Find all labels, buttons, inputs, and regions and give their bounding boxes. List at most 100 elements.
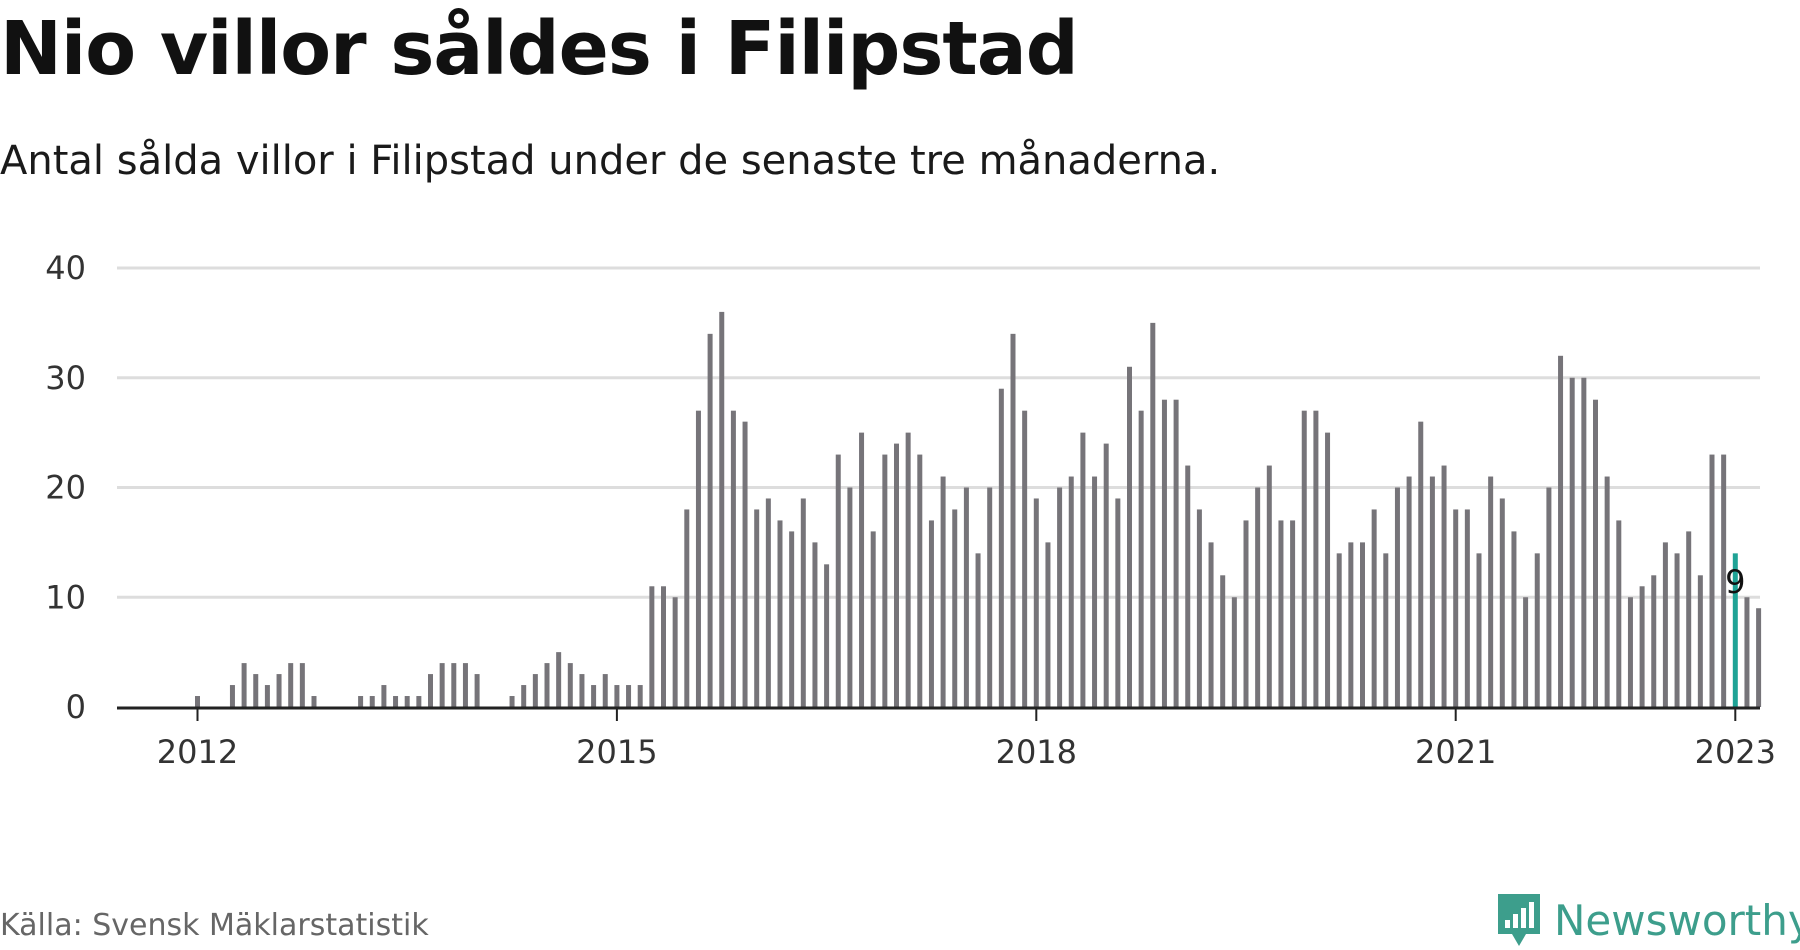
bar [1185, 465, 1191, 707]
y-tick-label: 20 [45, 469, 86, 507]
chart-subtitle: Antal sålda villor i Filipstad under de … [0, 138, 1221, 184]
bar [777, 520, 783, 707]
bar [1756, 608, 1762, 707]
bar [998, 388, 1004, 707]
bar [1464, 509, 1470, 707]
bar [1511, 531, 1517, 707]
bar [637, 685, 643, 707]
bar [1569, 377, 1575, 707]
bar [602, 674, 608, 707]
bar [661, 586, 666, 707]
bar [1290, 520, 1296, 707]
bar [1360, 542, 1365, 707]
bar [544, 663, 550, 707]
bar [1546, 487, 1552, 707]
bar [1429, 476, 1435, 707]
bar [917, 454, 923, 707]
bars [195, 311, 1762, 707]
bar [847, 487, 853, 707]
bar [416, 696, 422, 707]
bar [812, 542, 818, 707]
bar [1278, 520, 1284, 707]
bar [1674, 553, 1680, 707]
bar [1150, 322, 1156, 707]
bar [870, 531, 876, 707]
bar [1662, 542, 1668, 707]
bar [1441, 465, 1447, 707]
bar [1220, 575, 1226, 707]
bar [1453, 509, 1459, 707]
bar [626, 685, 632, 707]
bar [1336, 553, 1342, 707]
bar [1313, 410, 1319, 707]
bar [684, 509, 690, 707]
bar [1476, 553, 1482, 707]
bar [1022, 410, 1028, 707]
bar [800, 498, 806, 707]
bar [672, 597, 678, 707]
bar [765, 498, 771, 707]
bar [835, 454, 841, 707]
bar [1639, 586, 1645, 707]
bar [1231, 597, 1237, 707]
bar [1744, 597, 1750, 707]
bar [556, 652, 562, 707]
bar [1616, 520, 1622, 707]
bar [1604, 476, 1610, 707]
bar [1255, 487, 1261, 707]
bar [975, 553, 981, 707]
bar [1045, 542, 1051, 707]
bar [1534, 553, 1540, 707]
bar [719, 311, 725, 707]
bar [1686, 531, 1692, 707]
bar [905, 432, 911, 707]
highlight-value-label: 9 [1725, 563, 1745, 601]
bar [591, 685, 597, 707]
bar [264, 685, 270, 707]
bar [730, 410, 736, 707]
bar [1173, 399, 1179, 707]
bar [1394, 487, 1400, 707]
bar [894, 443, 899, 707]
bar [1196, 509, 1202, 707]
bar [1406, 476, 1412, 707]
y-tick-label: 0 [66, 688, 86, 726]
newsworthy-logo-icon [1498, 894, 1540, 946]
x-tick-label: 2015 [576, 733, 657, 771]
bar [532, 674, 538, 707]
bar [940, 476, 946, 707]
bar [1115, 498, 1121, 707]
bar [1721, 454, 1727, 707]
bar [195, 696, 200, 707]
bar [614, 685, 620, 707]
bar [1138, 410, 1144, 707]
bar [358, 696, 364, 707]
bar [439, 663, 445, 707]
bar [1499, 498, 1505, 707]
bar [1325, 432, 1331, 707]
bar [1558, 355, 1564, 707]
y-tick-label: 40 [45, 249, 86, 287]
bar [1523, 597, 1529, 707]
bar [1080, 432, 1086, 707]
bar [963, 487, 969, 707]
x-axis-ticks: 2012 2015 2018 2021 2023 [157, 708, 1776, 771]
bar [1103, 443, 1109, 707]
bar [276, 674, 282, 707]
bar [253, 674, 259, 707]
bar [311, 696, 317, 707]
bar [1593, 399, 1598, 707]
bar [579, 674, 585, 707]
bar [1697, 575, 1703, 707]
bar [1627, 597, 1633, 707]
bar [1488, 476, 1494, 707]
bar [404, 696, 410, 707]
bar [1057, 487, 1063, 707]
bar [229, 685, 235, 707]
brand-logo: Newsworthy [1494, 890, 1800, 950]
bar [1033, 498, 1039, 707]
bar [299, 663, 305, 707]
bar [882, 454, 888, 707]
bar [393, 696, 399, 707]
